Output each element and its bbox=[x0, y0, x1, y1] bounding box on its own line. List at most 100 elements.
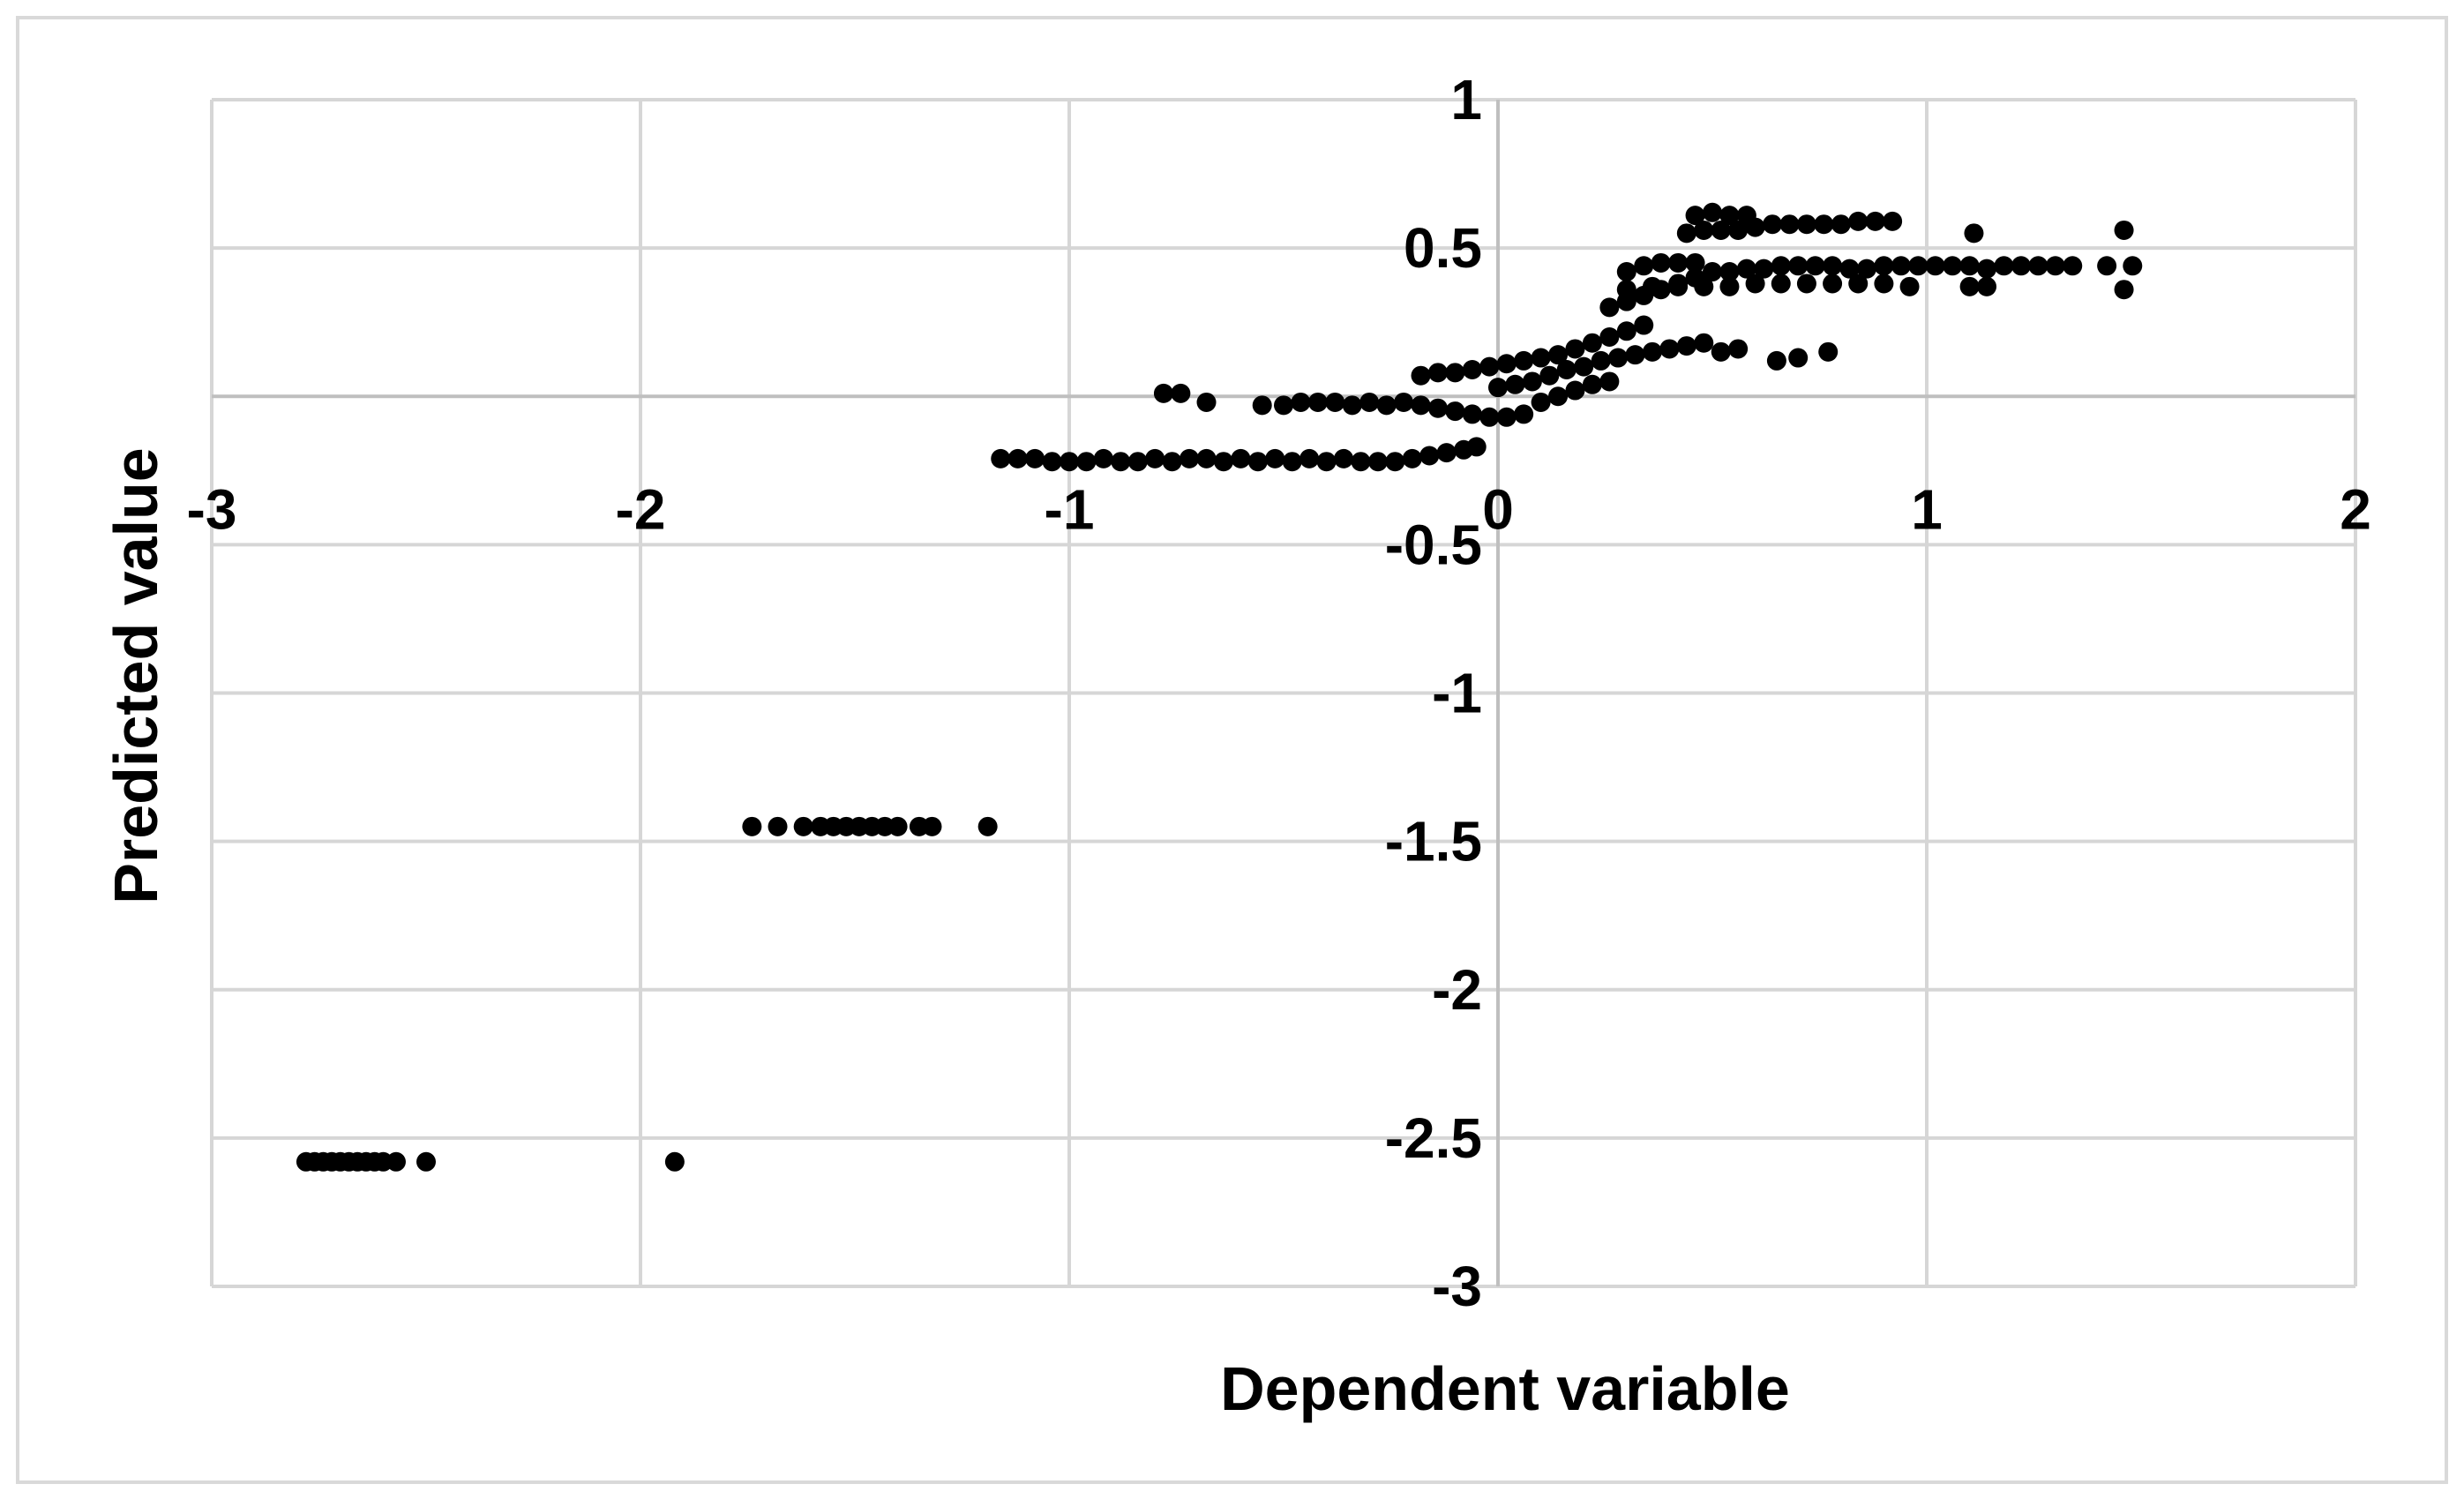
data-point bbox=[1342, 395, 1362, 416]
data-point bbox=[1252, 395, 1272, 416]
data-point bbox=[793, 816, 813, 836]
data-point bbox=[1007, 448, 1028, 468]
data-point bbox=[1771, 274, 1791, 294]
data-point bbox=[2114, 220, 2134, 240]
data-point bbox=[1943, 256, 1963, 276]
data-point bbox=[1402, 448, 1422, 468]
data-point bbox=[1462, 359, 1482, 379]
data-point bbox=[1676, 223, 1696, 244]
data-point bbox=[1479, 356, 1500, 377]
data-point bbox=[1488, 378, 1508, 398]
y-tick-labels: 1 0.5 -0.5 -1 -1.5 -2 -2.5 -3 bbox=[1385, 68, 1482, 1318]
data-point bbox=[1093, 448, 1113, 468]
data-point bbox=[1496, 354, 1517, 374]
data-point bbox=[1964, 223, 1984, 244]
data-point bbox=[1514, 350, 1534, 371]
data-point bbox=[1728, 339, 1749, 359]
data-point bbox=[1334, 448, 1354, 468]
data-point bbox=[1788, 256, 1809, 276]
data-point bbox=[1247, 452, 1268, 472]
data-point bbox=[1548, 386, 1569, 407]
data-point bbox=[1651, 252, 1671, 273]
data-point bbox=[1376, 395, 1397, 416]
data-point bbox=[1436, 443, 1457, 463]
data-point bbox=[1668, 276, 1689, 296]
data-point bbox=[1685, 206, 1705, 226]
data-point bbox=[1736, 206, 1756, 226]
data-point bbox=[1299, 448, 1320, 468]
data-point bbox=[922, 816, 942, 836]
data-point bbox=[1462, 404, 1482, 424]
y-tick-label: -2.5 bbox=[1385, 1106, 1482, 1170]
data-point bbox=[1883, 211, 1903, 231]
data-point bbox=[742, 816, 762, 836]
data-point bbox=[1213, 452, 1233, 472]
data-point bbox=[1788, 348, 1809, 368]
data-point bbox=[1959, 276, 1980, 296]
data-point bbox=[1856, 259, 1876, 279]
data-point bbox=[1685, 252, 1705, 273]
data-point bbox=[1814, 214, 1834, 235]
data-point bbox=[1616, 262, 1636, 282]
data-point bbox=[1796, 274, 1816, 294]
data-point bbox=[1162, 452, 1182, 472]
data-point bbox=[1599, 327, 1620, 347]
data-point bbox=[1659, 339, 1680, 359]
data-point bbox=[1771, 256, 1791, 276]
x-tick-label: -3 bbox=[187, 477, 237, 541]
data-point bbox=[1874, 274, 1894, 294]
data-point bbox=[1719, 206, 1740, 226]
data-point bbox=[1522, 371, 1542, 392]
data-point bbox=[1994, 256, 2014, 276]
data-point bbox=[1891, 256, 1911, 276]
data-point bbox=[1325, 392, 1345, 412]
data-point bbox=[1505, 374, 1525, 394]
data-point bbox=[386, 1151, 406, 1172]
data-point bbox=[1959, 256, 1980, 276]
data-point bbox=[1582, 374, 1602, 394]
data-point bbox=[768, 816, 788, 836]
data-point bbox=[1839, 259, 1860, 279]
data-point bbox=[1925, 256, 1945, 276]
data-point bbox=[1899, 276, 1920, 296]
data-point bbox=[977, 816, 998, 836]
data-point bbox=[1616, 280, 1636, 300]
data-point bbox=[1908, 256, 1929, 276]
data-point bbox=[887, 816, 908, 836]
data-point bbox=[1634, 315, 1654, 335]
y-tick-label: -1 bbox=[1432, 662, 1482, 725]
data-point bbox=[1282, 452, 1302, 472]
data-point bbox=[1625, 345, 1645, 365]
data-point bbox=[1591, 350, 1611, 371]
data-point bbox=[1823, 274, 1843, 294]
data-point bbox=[2045, 256, 2065, 276]
data-point bbox=[2011, 256, 2031, 276]
data-point bbox=[2123, 256, 2143, 276]
y-tick-label: -1.5 bbox=[1385, 810, 1482, 873]
data-point bbox=[1419, 446, 1440, 466]
y-tick-label: 1 bbox=[1450, 68, 1482, 131]
data-point bbox=[2028, 256, 2048, 276]
data-point bbox=[1359, 392, 1380, 412]
data-point bbox=[1531, 392, 1551, 412]
data-point bbox=[1445, 363, 1465, 383]
data-point bbox=[1127, 452, 1148, 472]
data-point bbox=[1676, 336, 1696, 356]
data-point bbox=[1977, 276, 1997, 296]
data-point bbox=[1703, 262, 1722, 282]
data-point bbox=[1427, 398, 1448, 418]
data-point bbox=[1111, 452, 1131, 472]
data-point bbox=[1153, 383, 1173, 403]
data-point bbox=[1291, 392, 1311, 412]
data-point bbox=[1445, 401, 1465, 422]
chart-border bbox=[16, 16, 2448, 1484]
data-point bbox=[1076, 452, 1097, 472]
data-point bbox=[1171, 383, 1191, 403]
data-point bbox=[1514, 404, 1534, 424]
data-point bbox=[1642, 341, 1662, 362]
data-point bbox=[1367, 452, 1388, 472]
data-point bbox=[1728, 220, 1749, 240]
data-point bbox=[1025, 448, 1045, 468]
data-point bbox=[1865, 211, 1885, 231]
